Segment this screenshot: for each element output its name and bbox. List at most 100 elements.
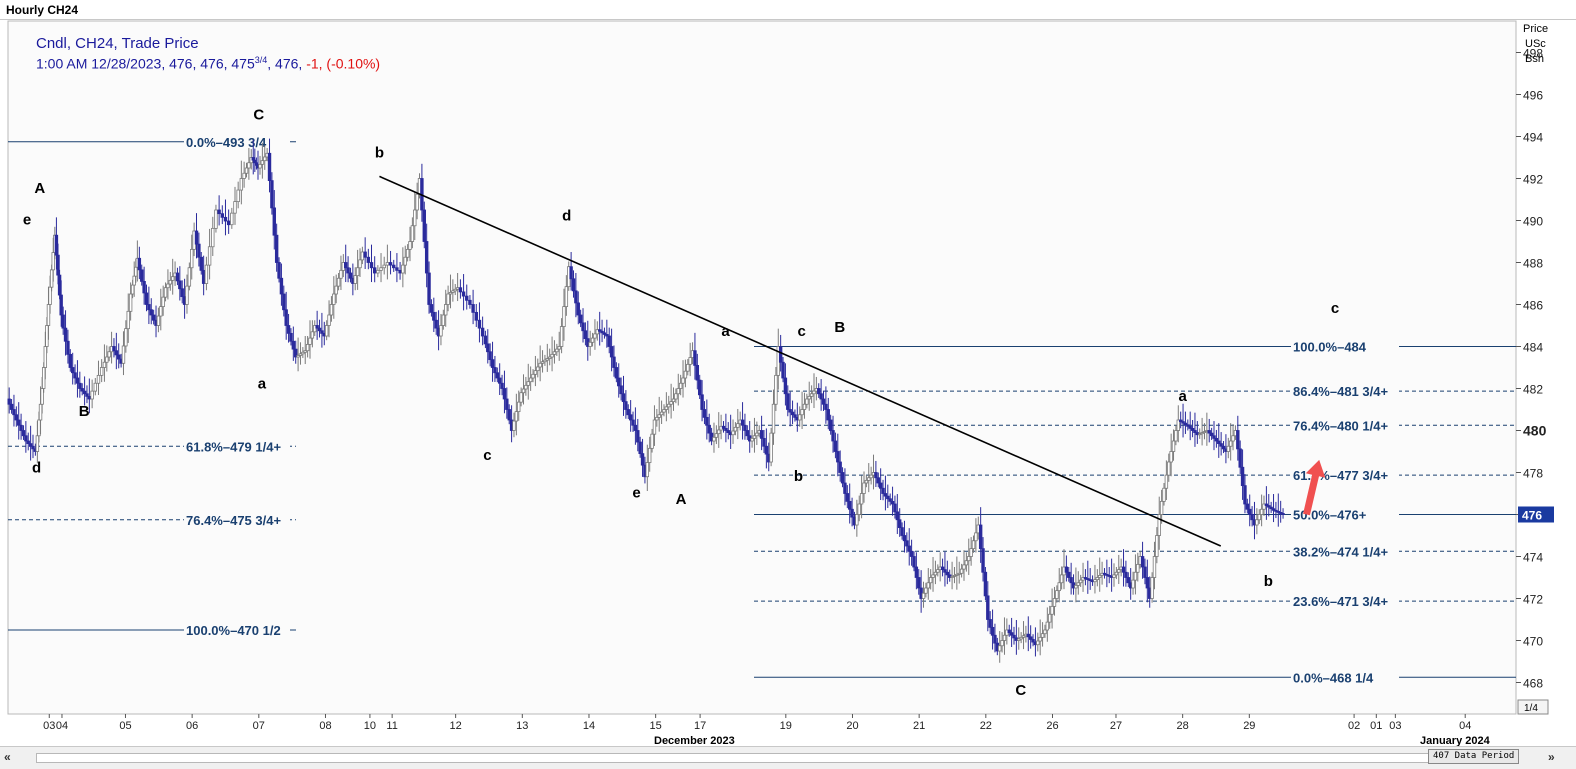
candle-body-331 <box>805 398 809 405</box>
candle-body-2 <box>12 409 16 416</box>
legend-change: -1, (-0.10%) <box>306 55 381 72</box>
scroll-right-button[interactable]: » <box>1548 750 1555 764</box>
candle-body-408 <box>988 619 992 628</box>
wave-label-9: e <box>632 485 640 502</box>
data-period-badge[interactable]: 407 Data Period <box>1428 749 1520 764</box>
candle-body-462 <box>1117 569 1121 573</box>
candle-body-269 <box>657 414 661 418</box>
candle-body-483 <box>1167 461 1171 476</box>
candle-body-173 <box>422 209 426 242</box>
candle-body-222 <box>545 358 550 361</box>
candle-body-414 <box>1002 634 1007 641</box>
candle-body-301 <box>733 426 738 432</box>
axis-corner-box[interactable] <box>1517 699 1549 715</box>
candle-body-42 <box>96 374 101 384</box>
candle-body-442 <box>1069 577 1073 584</box>
candle-body-108 <box>258 163 262 169</box>
wave-label-13: B <box>834 319 845 336</box>
candle-body-128 <box>305 343 310 352</box>
candle-body-230 <box>564 286 569 307</box>
scroll-left-button[interactable]: « <box>4 750 11 764</box>
fib-label-left-0: 0.0%–493 3/4 <box>186 135 267 150</box>
candle-body-440 <box>1064 566 1069 573</box>
forecast-arrow <box>1303 459 1326 516</box>
fib-label-right-5: 38.2%–474 1/4+ <box>1293 544 1388 559</box>
candle-body-8 <box>26 440 30 445</box>
wave-label-2: d <box>32 460 41 477</box>
candle-body-253 <box>619 385 623 395</box>
candle-body-474 <box>1145 577 1150 589</box>
candle-body-223 <box>547 356 552 359</box>
candle-body-134 <box>320 330 324 334</box>
candle-body-392 <box>950 576 954 578</box>
candle-body-215 <box>528 377 533 383</box>
candle-body-90 <box>211 227 215 248</box>
candle-body-129 <box>308 337 312 345</box>
wave-label-7: c <box>483 447 491 464</box>
window-title: Hourly CH24 <box>0 0 1576 20</box>
candle-body-199 <box>490 359 495 368</box>
candle-body-234 <box>574 290 578 304</box>
candle-body-371 <box>900 527 904 536</box>
candle-body-233 <box>571 278 576 292</box>
candle-body-383 <box>928 577 933 584</box>
candle-body-444 <box>1074 584 1078 589</box>
candle-body-485 <box>1171 440 1176 452</box>
candle-body-120 <box>286 325 291 334</box>
candle-body-486 <box>1174 430 1178 442</box>
candle-body-150 <box>358 259 362 269</box>
candle-body-3 <box>14 414 19 421</box>
candle-body-131 <box>313 325 317 333</box>
candle-body-476 <box>1150 577 1154 599</box>
candle-body-466 <box>1126 577 1130 584</box>
candle-body-221 <box>543 359 547 363</box>
fib-label-bg-right-5 <box>1291 543 1399 559</box>
candle-body-260 <box>636 430 640 443</box>
x-tick-label-12: 17 <box>694 720 706 732</box>
candle-body-45 <box>105 356 109 363</box>
x-tick-label-9: 13 <box>516 720 528 732</box>
candle-body-454 <box>1098 575 1102 578</box>
candle-body-249 <box>609 346 614 358</box>
candle-body-328 <box>798 414 802 421</box>
wave-label-8: d <box>562 208 571 225</box>
candle-body-452 <box>1093 579 1097 583</box>
candle-body-116 <box>277 262 281 279</box>
axis-corner-label: 1/4 <box>1524 703 1538 714</box>
price-chart[interactable]: 0.0%–493 3/4 61.8%–479 1/4+ 76.4%–475 3/4+… <box>0 0 1576 746</box>
candle-body-417 <box>1009 632 1014 636</box>
candle-body-78 <box>180 288 184 298</box>
candle-body-36 <box>80 388 84 392</box>
horizontal-scrollbar[interactable] <box>36 753 1516 763</box>
wave-label-6: b <box>375 145 384 162</box>
candle-body-323 <box>786 393 790 410</box>
candle-body-521 <box>1257 514 1261 521</box>
fib-label-bg-left-2 <box>184 511 290 527</box>
candle-body-63 <box>144 292 149 305</box>
candle-body-489 <box>1181 421 1185 424</box>
candle-body-101 <box>244 167 249 174</box>
x-tick-label-24: 04 <box>1459 720 1471 732</box>
candle-body-502 <box>1212 435 1216 439</box>
candle-body-515 <box>1243 485 1247 505</box>
candle-body-132 <box>315 325 319 329</box>
fib-label-left-3: 100.0%–470 1/2 <box>186 623 281 638</box>
candle-body-487 <box>1176 419 1180 431</box>
candle-body-28 <box>61 314 65 329</box>
candle-body-109 <box>260 160 265 165</box>
candle-body-130 <box>310 331 315 339</box>
candle-body-27 <box>59 294 63 316</box>
candle-body-305 <box>743 424 747 431</box>
candle-body-446 <box>1078 579 1083 584</box>
candle-body-62 <box>142 280 146 294</box>
candle-body-9 <box>28 443 33 447</box>
fib-label-bg-right-1 <box>1291 383 1399 399</box>
candle-body-258 <box>631 419 635 426</box>
plot-area[interactable] <box>7 20 1517 715</box>
candle-body-468 <box>1131 579 1135 589</box>
candle-body-308 <box>750 437 754 442</box>
candle-body-434 <box>1050 605 1054 615</box>
candle-body-271 <box>662 409 666 413</box>
candle-body-156 <box>376 269 380 274</box>
candle-body-49 <box>114 350 119 356</box>
